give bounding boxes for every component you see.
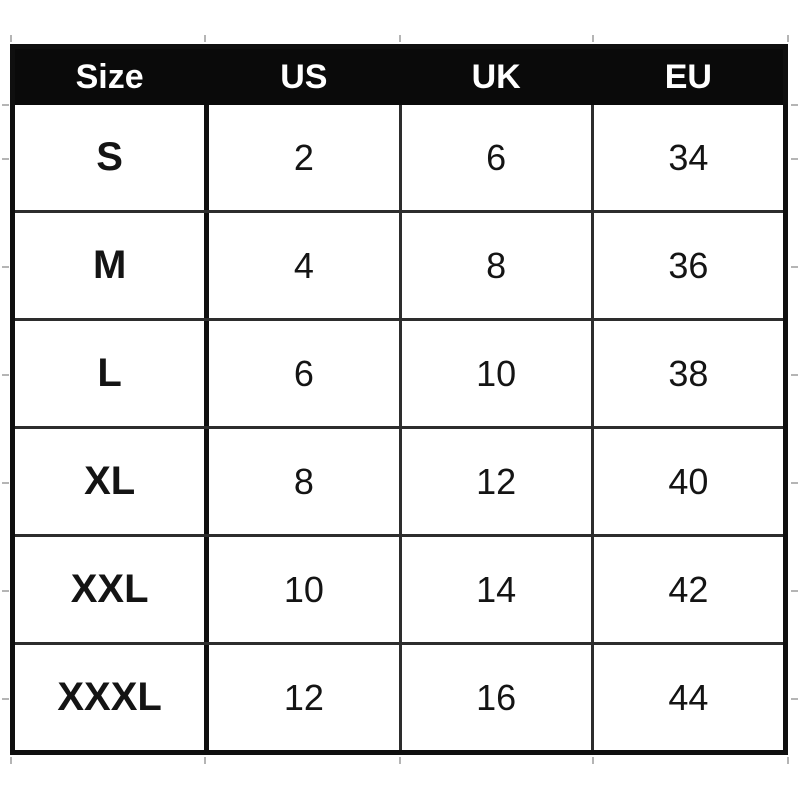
gridline-tick: [791, 698, 798, 700]
uk-cell: 8: [402, 213, 594, 318]
column-header-us: US: [209, 49, 402, 105]
table-row-s: S 2 6 34: [15, 105, 783, 213]
us-cell: 4: [209, 213, 402, 318]
table-row-m: M 4 8 36: [15, 213, 783, 321]
uk-cell: 10: [402, 321, 594, 426]
us-cell: 10: [209, 537, 402, 642]
gridline-tick: [2, 374, 9, 376]
gridline-tick: [592, 35, 594, 42]
gridline-tick: [791, 266, 798, 268]
gridline-tick: [2, 482, 9, 484]
gridline-tick: [399, 35, 401, 42]
column-header-eu: EU: [664, 57, 712, 96]
uk-cell: 12: [402, 429, 594, 534]
us-cell: 6: [209, 321, 402, 426]
gridline-tick: [2, 698, 9, 700]
column-header-uk: UK: [402, 49, 594, 105]
size-cell: S: [15, 105, 210, 210]
size-cell: M: [15, 213, 210, 318]
us-cell: 8: [209, 429, 402, 534]
size-cell: L: [15, 321, 210, 426]
gridline-tick: [791, 482, 798, 484]
gridline-tick: [2, 158, 9, 160]
gridline-tick: [399, 757, 401, 764]
us-cell: 12: [209, 645, 402, 750]
column-header-size: Size: [15, 49, 210, 105]
gridline-tick: [10, 757, 12, 764]
eu-cell: 40: [668, 460, 709, 502]
eu-cell: 34: [668, 136, 709, 178]
eu-cell: 44: [668, 676, 709, 718]
gridline-tick: [787, 757, 789, 764]
size-cell: XL: [15, 429, 210, 534]
uk-cell: 16: [402, 645, 594, 750]
gridline-tick: [204, 35, 206, 42]
gridline-tick: [2, 590, 9, 592]
gridline-tick: [204, 757, 206, 764]
size-conversion-table: Size US UK EU S 2 6 34 M 4 8 36 L 6 10 3…: [10, 44, 788, 755]
table-row-l: L 6 10 38: [15, 321, 783, 429]
table-row-xl: XL 8 12 40: [15, 429, 783, 537]
gridline-tick: [2, 266, 9, 268]
size-cell: XXXL: [15, 645, 210, 750]
table-header-row: Size US UK EU: [15, 49, 783, 105]
gridline-tick: [592, 757, 594, 764]
eu-cell: 36: [668, 244, 709, 286]
gridline-tick: [787, 35, 789, 42]
gridline-tick: [791, 374, 798, 376]
table-row-xxxl: XXXL 12 16 44: [15, 645, 783, 750]
eu-cell: 42: [668, 568, 709, 610]
table-row-xxl: XXL 10 14 42: [15, 537, 783, 645]
uk-cell: 6: [402, 105, 594, 210]
eu-cell: 38: [668, 352, 709, 394]
gridline-tick: [791, 158, 798, 160]
us-cell: 2: [209, 105, 402, 210]
gridline-tick: [791, 590, 798, 592]
size-cell: XXL: [15, 537, 210, 642]
gridline-tick: [791, 104, 798, 106]
uk-cell: 14: [402, 537, 594, 642]
gridline-tick: [2, 104, 9, 106]
gridline-tick: [10, 35, 12, 42]
